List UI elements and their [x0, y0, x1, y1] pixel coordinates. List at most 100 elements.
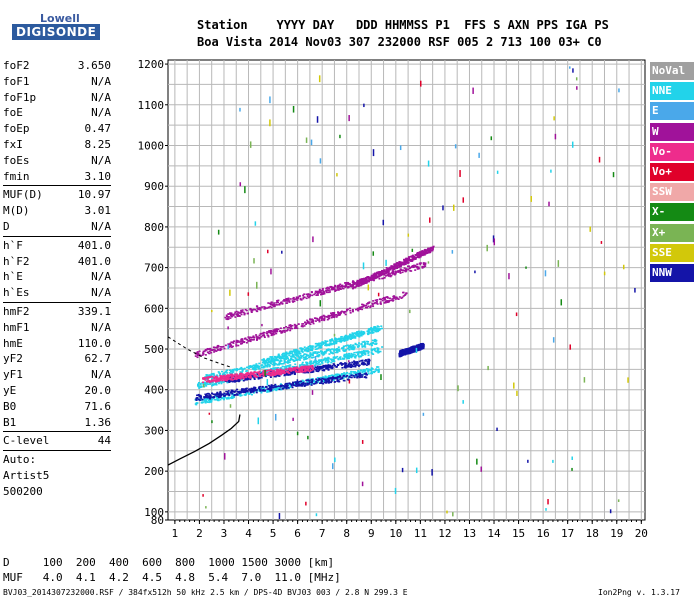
echo-point-nnw [256, 373, 259, 375]
echo-point-w [365, 277, 368, 279]
echo-point-nnw [357, 364, 360, 367]
echo-point-nne [352, 333, 355, 336]
y-tick-label: 1200 [138, 58, 165, 71]
echo-point-nnw [341, 363, 344, 365]
echo-point-nnw [233, 394, 236, 397]
echo-point-nne [259, 371, 262, 373]
echo-point-w [386, 271, 389, 274]
echo-point-w [384, 272, 387, 275]
echo-point-nne [274, 388, 277, 390]
echo-point-w [330, 313, 333, 316]
echo-point-nne [353, 374, 356, 377]
noise-point [314, 356, 317, 361]
echo-point-nne [273, 362, 276, 365]
echo-point-nne [311, 356, 314, 359]
echo-point-w [260, 335, 263, 338]
echo-point-nne [350, 352, 353, 355]
echo-point-nnw [226, 391, 229, 393]
echo-point-nnw [331, 364, 334, 367]
echo-point-nne [305, 353, 308, 356]
noise-point [361, 481, 364, 487]
echo-point-nne [337, 377, 340, 380]
echo-point-vo- [283, 372, 286, 375]
echo-point-w [370, 276, 373, 279]
echo-point-nne [279, 359, 282, 361]
x-tick-label: 4 [245, 527, 252, 540]
echo-point-nnw [358, 375, 361, 377]
echo-point-w [416, 268, 419, 270]
echo-point-nne [365, 367, 368, 370]
echo-point-nne [321, 341, 324, 343]
echo-point-nnw [330, 380, 333, 382]
echo-point-vo- [304, 367, 307, 370]
echo-point-w [403, 267, 406, 269]
echo-point-nne [374, 350, 377, 353]
echo-point-w [296, 327, 299, 330]
echo-point-nne [353, 351, 356, 354]
echo-point-w [360, 279, 363, 282]
echo-point-nne [326, 376, 329, 378]
echo-point-nnw [217, 396, 220, 399]
echo-point-nnw [336, 377, 339, 379]
echo-point-nnw [298, 380, 301, 383]
echo-point-vo- [276, 371, 279, 373]
echo-point-nnw [227, 390, 230, 392]
echo-point-nne [326, 340, 329, 343]
echo-point-w [225, 318, 228, 320]
echo-point-nne [304, 350, 307, 352]
echo-point-w [430, 246, 433, 249]
echo-point-nnw [340, 364, 343, 366]
echo-point-vo- [218, 377, 221, 380]
echo-point-nne [318, 354, 321, 356]
echo-point-w [305, 323, 308, 326]
echo-point-w [354, 282, 357, 284]
echo-point-w [386, 301, 389, 304]
echo-point-w [269, 331, 272, 333]
echo-point-w [247, 340, 250, 342]
echo-point-vo- [285, 368, 288, 371]
echo-point-nne [295, 355, 298, 357]
echo-point-nnw [283, 374, 286, 377]
echo-point-vo- [247, 372, 250, 375]
echo-point-vo- [302, 367, 305, 369]
noise-point [380, 374, 382, 381]
echo-point-w [335, 316, 338, 318]
echo-point-w [364, 281, 367, 283]
echo-point-nne [278, 357, 281, 360]
echo-point-nne [267, 359, 270, 362]
noise-point [420, 80, 422, 87]
echo-point-w [338, 284, 341, 287]
echo-point-nnw [413, 345, 416, 348]
echo-point-nne [222, 381, 225, 383]
param-value: 44 [97, 434, 111, 448]
echo-point-vo- [217, 380, 220, 382]
echo-point-nne [266, 365, 269, 368]
echo-point-nnw [365, 359, 368, 362]
noise-point [474, 270, 476, 274]
echo-point-nne [328, 375, 331, 377]
echo-point-nne [204, 397, 207, 400]
echo-point-nne [342, 373, 345, 375]
echo-point-nne [359, 334, 362, 337]
echo-point-w [361, 279, 364, 282]
echo-point-w [339, 288, 342, 290]
echo-point-nnw [225, 380, 228, 383]
echo-point-nne [213, 383, 216, 385]
echo-point-w [371, 302, 374, 305]
echo-point-w [299, 298, 302, 301]
echo-point-w [264, 306, 267, 309]
echo-point-nnw [255, 389, 258, 392]
echo-point-nnw [399, 354, 402, 357]
echo-point-nne [323, 353, 326, 355]
echo-point-nne [375, 328, 378, 331]
echo-point-nnw [347, 364, 350, 366]
echo-point-nne [315, 361, 318, 364]
echo-point-vo- [230, 375, 233, 377]
echo-point-w [412, 266, 415, 269]
echo-point-nnw [261, 389, 264, 392]
echo-point-vo- [311, 368, 314, 371]
echo-point-vo- [283, 369, 286, 372]
echo-point-nnw [234, 390, 237, 392]
echo-point-nne [285, 365, 288, 368]
